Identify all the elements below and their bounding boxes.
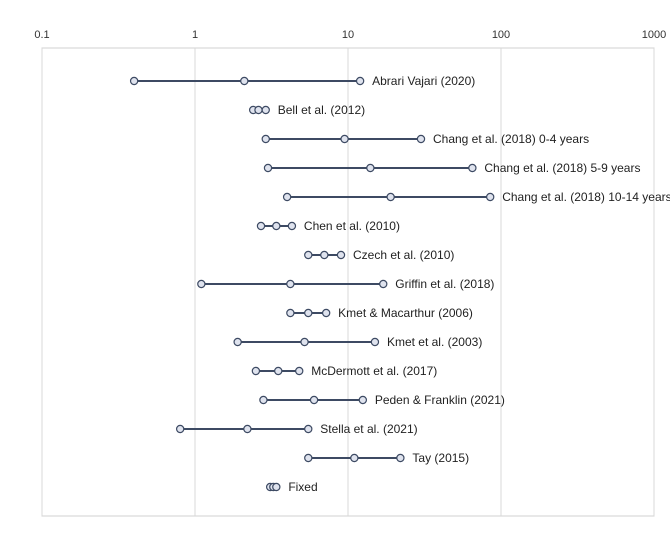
ci-low-marker <box>282 192 292 202</box>
ci-high-marker <box>396 453 405 463</box>
estimate-marker <box>320 250 329 260</box>
estimate-marker <box>243 424 252 434</box>
x-tick-label: 0.1 <box>34 29 49 41</box>
ci-low-marker <box>129 76 139 86</box>
estimate-marker <box>350 453 359 463</box>
study-row: Peden & Franklin (2021) <box>259 393 505 407</box>
study-label: McDermott et al. (2017) <box>311 364 437 378</box>
ci-low-marker <box>286 308 295 318</box>
estimate-marker <box>286 279 295 289</box>
study-row: Kmet & Macarthur (2006) <box>286 306 473 320</box>
x-tick-label: 1000 <box>642 29 666 41</box>
x-tick-label: 10 <box>342 29 354 41</box>
study-row: Tay (2015) <box>304 451 469 465</box>
study-row: Chen et al. (2010) <box>256 219 400 233</box>
study-row: Fixed <box>265 480 318 494</box>
ci-high-marker <box>272 482 281 492</box>
study-label: Stella et al. (2021) <box>320 422 417 436</box>
estimate-marker <box>304 308 313 318</box>
x-tick-label: 100 <box>492 29 510 41</box>
ci-high-marker <box>261 105 270 115</box>
study-row: Abrari Vajari (2020) <box>129 74 475 88</box>
study-label: Abrari Vajari (2020) <box>372 74 475 88</box>
study-row: Chang et al. (2018) 0-4 years <box>261 132 589 146</box>
ci-high-marker <box>416 134 426 144</box>
study-row: McDermott et al. (2017) <box>251 364 437 378</box>
study-label: Czech et al. (2010) <box>353 248 454 262</box>
estimate-marker <box>300 337 309 347</box>
study-label: Peden & Franklin (2021) <box>375 393 505 407</box>
x-axis-ticks: 0.1 1 10 100 1000 <box>34 29 666 41</box>
study-row: Chang et al. (2018) 5-9 years <box>263 161 640 175</box>
ci-low-marker <box>256 221 266 231</box>
study-label: Chang et al. (2018) 10-14 years <box>502 190 670 204</box>
study-row: Kmet et al. (2003) <box>233 335 482 349</box>
study-label: Bell et al. (2012) <box>278 103 365 117</box>
ci-low-marker <box>233 337 242 347</box>
ci-high-marker <box>355 76 365 86</box>
ci-low-marker <box>304 453 313 463</box>
estimate-marker <box>274 366 283 376</box>
ci-high-marker <box>468 163 477 173</box>
estimate-marker <box>272 221 281 231</box>
ci-high-marker <box>287 221 297 231</box>
ci-low-marker <box>263 163 273 173</box>
study-label: Chen et al. (2010) <box>304 219 400 233</box>
ci-high-marker <box>321 308 331 318</box>
estimate-marker <box>254 105 263 115</box>
study-label: Kmet et al. (2003) <box>387 335 482 349</box>
study-row: Bell et al. (2012) <box>248 103 365 117</box>
ci-low-marker <box>259 395 268 405</box>
ci-high-marker <box>379 279 388 289</box>
ci-low-marker <box>197 279 206 289</box>
ci-high-marker <box>295 366 304 376</box>
estimate-marker <box>309 395 319 405</box>
estimate-marker <box>386 192 395 202</box>
gridlines <box>41 48 655 516</box>
study-row: Czech et al. (2010) <box>304 248 454 262</box>
ci-low-marker <box>175 424 185 434</box>
study-rows: Abrari Vajari (2020) Bell et al. (2012) Ch… <box>129 74 670 494</box>
estimate-marker <box>340 134 349 144</box>
ci-high-marker <box>486 192 495 202</box>
study-label: Tay (2015) <box>412 451 469 465</box>
study-label: Griffin et al. (2018) <box>395 277 494 291</box>
study-label: Chang et al. (2018) 0-4 years <box>433 132 589 146</box>
ci-high-marker <box>358 395 368 405</box>
ci-high-marker <box>336 250 346 260</box>
x-tick-label: 1 <box>192 29 198 41</box>
estimate-marker <box>240 76 249 86</box>
ci-low-marker <box>304 250 313 260</box>
ci-low-marker <box>251 366 261 376</box>
study-row: Chang et al. (2018) 10-14 years <box>282 190 670 204</box>
ci-low-marker <box>261 134 270 144</box>
study-label: Chang et al. (2018) 5-9 years <box>484 161 640 175</box>
study-label: Fixed <box>288 480 317 494</box>
study-row: Stella et al. (2021) <box>175 422 418 436</box>
ci-high-marker <box>304 424 313 434</box>
study-row: Griffin et al. (2018) <box>197 277 494 291</box>
estimate-marker <box>366 163 375 173</box>
ci-high-marker <box>370 337 380 347</box>
study-label: Kmet & Macarthur (2006) <box>338 306 473 320</box>
